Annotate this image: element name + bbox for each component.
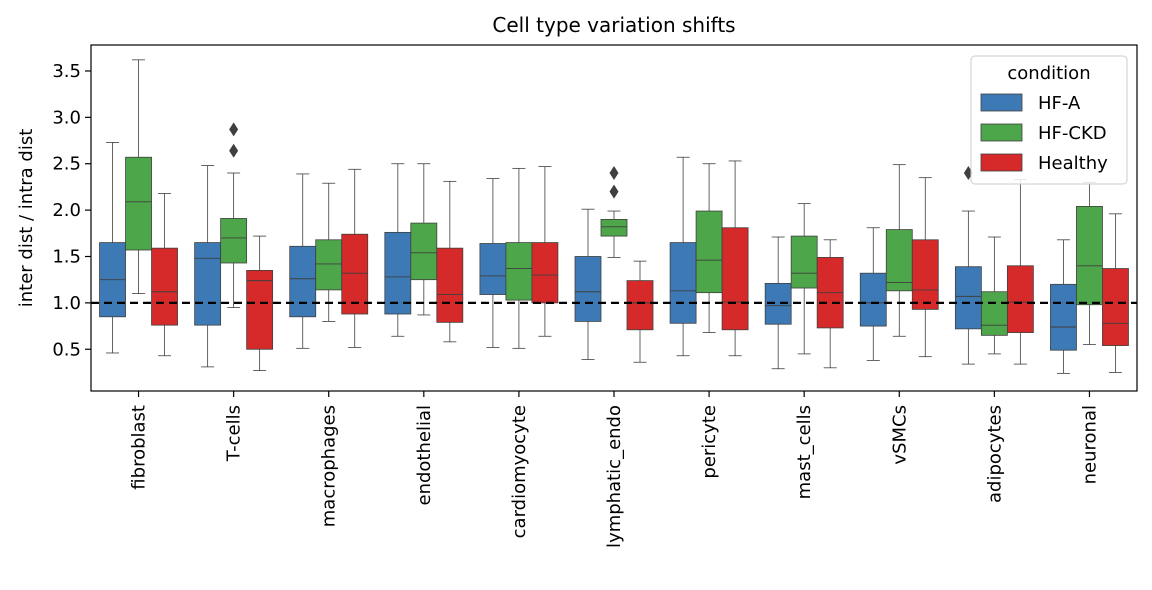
x-tick-label: T-cells [224, 405, 245, 462]
box-iqr [341, 233, 369, 315]
box-fibroblast-HF-A [99, 141, 126, 354]
box-iqr [980, 291, 1008, 336]
outlier-point [609, 184, 619, 199]
y-tick-label: 2.0 [52, 200, 81, 221]
box-T-cells-HF-A [194, 165, 222, 368]
outlier-point [609, 166, 619, 181]
box-adipocytes-HF-CKD [980, 236, 1008, 355]
legend-title: condition [1007, 63, 1090, 84]
box-iqr [790, 235, 818, 289]
box-iqr [911, 239, 939, 310]
legend: condition HF-A HF-CKD Healthy [970, 55, 1128, 185]
box-lymphatic_endo-HF-CKD [600, 166, 628, 258]
box-macrophages-Healthy [341, 168, 369, 348]
y-tick-label: 3.5 [52, 61, 81, 82]
box-iqr [574, 256, 602, 322]
x-tick-label: pericyte [699, 405, 720, 479]
box-iqr [315, 239, 343, 291]
box-vSMCs-HF-CKD [885, 164, 913, 337]
box-iqr [151, 247, 178, 326]
box-mast_cells-HF-CKD [790, 203, 818, 355]
box-iqr [194, 242, 222, 326]
box-endothelial-HF-CKD [410, 163, 438, 316]
box-vSMCs-Healthy [911, 177, 939, 358]
box-lymphatic_endo-HF-A [574, 208, 602, 360]
x-tick-label: adipocytes [984, 405, 1005, 503]
box-iqr [954, 266, 982, 330]
box-iqr [289, 245, 317, 318]
y-tick-label: 1.0 [52, 293, 81, 314]
box-iqr [479, 243, 507, 295]
box-cardiomyocyte-HF-A [479, 178, 507, 348]
box-pericyte-HF-A [669, 156, 697, 357]
box-iqr [626, 280, 654, 331]
x-tick-label: lymphatic_endo [604, 405, 625, 548]
box-iqr [721, 227, 749, 331]
y-axis-label: inter dist / intra dist [16, 129, 37, 308]
box-iqr [125, 156, 152, 251]
box-iqr [436, 247, 464, 323]
box-pericyte-HF-CKD [695, 163, 723, 333]
box-neuronal-HF-CKD [1076, 181, 1103, 346]
plot-area: 0.5 1.0 1.5 2.0 2.5 3.0 3.5 fibroblast T-cells ma… [52, 44, 1138, 548]
legend-frame [970, 55, 1128, 185]
box-iqr [246, 270, 274, 350]
box-pericyte-Healthy [721, 160, 749, 357]
box-neuronal-HF-A [1050, 239, 1077, 374]
box-iqr [531, 242, 559, 304]
x-tick-label: mast_cells [794, 405, 815, 499]
y-tick-label: 0.5 [52, 339, 81, 360]
outlier-point [229, 143, 239, 158]
box-iqr [669, 242, 697, 324]
y-tick-label: 3.0 [52, 107, 81, 128]
box-fibroblast-Healthy [151, 193, 178, 357]
legend-label-HF-A: HF-A [1038, 93, 1081, 114]
legend-swatch-Healthy [980, 153, 1023, 172]
x-tick-label: vSMCs [889, 405, 910, 465]
box-endothelial-Healthy [436, 180, 464, 343]
y-tick-label: 2.5 [52, 154, 81, 175]
x-tick-label: endothelial [414, 405, 435, 506]
box-T-cells-Healthy [246, 235, 274, 371]
box-iqr [505, 242, 533, 301]
box-iqr [695, 210, 723, 294]
box-iqr [885, 229, 913, 292]
box-endothelial-HF-A [384, 163, 412, 337]
box-fibroblast-HF-CKD [125, 59, 152, 295]
box-iqr [384, 231, 412, 315]
box-iqr [1076, 206, 1103, 306]
box-iqr [1006, 265, 1034, 333]
box-adipocytes-Healthy [1006, 179, 1034, 365]
x-tick-label: cardiomyocyte [509, 405, 530, 538]
outlier-point [229, 122, 239, 137]
box-cardiomyocyte-Healthy [531, 166, 559, 337]
legend-label-HF-CKD: HF-CKD [1038, 123, 1107, 144]
box-iqr [859, 272, 887, 327]
box-iqr [600, 218, 628, 237]
box-neuronal-Healthy [1102, 213, 1129, 373]
legend-swatch-HF-CKD [980, 123, 1023, 142]
box-iqr [1102, 268, 1129, 346]
box-macrophages-HF-CKD [315, 182, 343, 322]
box-macrophages-HF-A [289, 173, 317, 349]
box-lymphatic_endo-Healthy [626, 260, 654, 363]
box-T-cells-HF-CKD [220, 122, 248, 308]
box-mast_cells-Healthy [816, 239, 844, 369]
box-cardiomyocyte-HF-CKD [505, 167, 533, 349]
y-tick-label: 1.5 [52, 246, 81, 267]
box-vSMCs-HF-A [859, 227, 887, 361]
x-tick-label: macrophages [319, 405, 340, 527]
box-iqr [1050, 283, 1077, 351]
x-tick-label: neuronal [1079, 405, 1100, 484]
x-tick-label: fibroblast [129, 405, 150, 490]
box-adipocytes-HF-A [954, 166, 982, 365]
legend-swatch-HF-A [980, 93, 1023, 112]
box-iqr [410, 222, 438, 281]
legend-label-Healthy: Healthy [1038, 153, 1108, 174]
box-iqr [220, 218, 248, 264]
chart-title: Cell type variation shifts [492, 13, 735, 37]
